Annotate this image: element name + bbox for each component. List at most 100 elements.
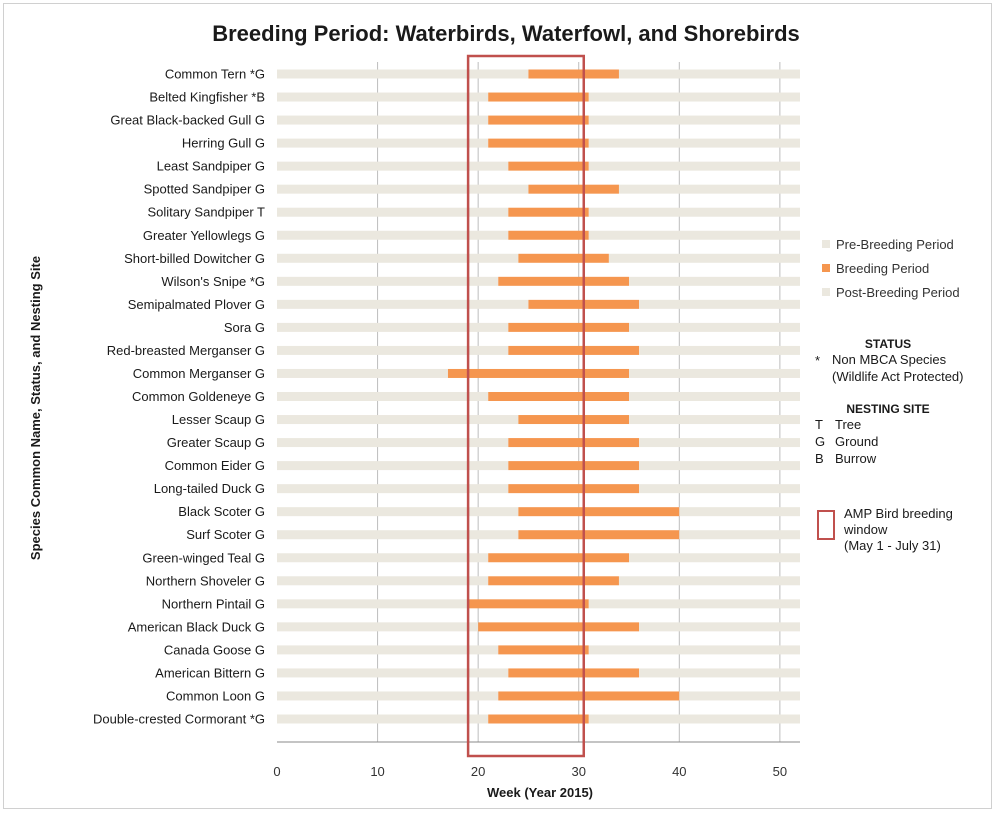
y-axis-title: Species Common Name, Status, and Nesting… xyxy=(28,256,43,560)
amp-key-line-2: window xyxy=(843,522,888,537)
category-label: Sora G xyxy=(224,320,265,335)
post-breeding-bar xyxy=(639,346,800,355)
category-label: Surf Scoter G xyxy=(186,527,265,542)
post-breeding-bar xyxy=(639,438,800,447)
post-breeding-bar xyxy=(629,553,800,562)
breeding-bar xyxy=(498,691,679,700)
post-breeding-bar xyxy=(589,116,800,125)
post-breeding-bar xyxy=(629,323,800,332)
post-breeding-bar xyxy=(589,208,800,217)
legend-swatch-breeding xyxy=(822,264,830,272)
post-breeding-bar xyxy=(639,484,800,493)
pre-breeding-bar xyxy=(277,484,508,493)
category-label: Double-crested Cormorant *G xyxy=(93,712,265,727)
category-label: Northern Pintail G xyxy=(162,596,265,611)
breeding-bar xyxy=(488,139,589,148)
category-label: Spotted Sandpiper G xyxy=(144,182,265,197)
post-breeding-bar xyxy=(609,254,800,263)
post-breeding-bar xyxy=(679,530,800,539)
pre-breeding-bar xyxy=(277,162,508,171)
x-tick-label: 20 xyxy=(471,764,485,779)
post-breeding-bar xyxy=(679,507,800,516)
pre-breeding-bar xyxy=(277,691,498,700)
breeding-bar xyxy=(518,415,629,424)
pre-breeding-bar xyxy=(277,645,498,654)
category-label: Belted Kingfisher *B xyxy=(149,90,265,105)
nesting-heading: NESTING SITE xyxy=(846,402,929,416)
legend: Pre-Breeding Period Breeding Period Post… xyxy=(822,237,960,300)
nesting-site-key: NESTING SITE T Tree G Ground B Burrow xyxy=(815,402,930,466)
breeding-bar xyxy=(518,254,609,263)
legend-label-breeding: Breeding Period xyxy=(836,261,929,276)
amp-window-key: AMP Bird breeding window (May 1 - July 3… xyxy=(818,506,953,553)
nesting-code-ground: G xyxy=(815,434,825,449)
amp-window-swatch xyxy=(818,511,834,539)
pre-breeding-bar xyxy=(277,369,448,378)
post-breeding-bar xyxy=(619,576,800,585)
post-breeding-bar xyxy=(629,415,800,424)
pre-breeding-bar xyxy=(277,599,468,608)
post-breeding-bar xyxy=(589,715,800,724)
post-breeding-bar xyxy=(589,139,800,148)
pre-breeding-bar xyxy=(277,185,528,194)
category-label: Wilson's Snipe *G xyxy=(161,274,265,289)
breeding-bar xyxy=(488,392,629,401)
status-line-1: Non MBCA Species xyxy=(832,352,947,367)
amp-key-line-1: AMP Bird breeding xyxy=(844,506,953,521)
category-label: Lesser Scaup G xyxy=(172,412,265,427)
pre-breeding-bar xyxy=(277,300,528,309)
breeding-bar xyxy=(508,438,639,447)
category-label: Common Loon G xyxy=(166,688,265,703)
category-label: Herring Gull G xyxy=(182,136,265,151)
nesting-label-tree: Tree xyxy=(835,417,861,432)
pre-breeding-bar xyxy=(277,254,518,263)
pre-breeding-bar xyxy=(277,668,508,677)
breeding-bar xyxy=(498,277,629,286)
post-breeding-bar xyxy=(639,622,800,631)
breeding-bar xyxy=(528,185,619,194)
pre-breeding-bar xyxy=(277,277,498,286)
nesting-code-burrow: B xyxy=(815,451,824,466)
breeding-bar xyxy=(528,70,619,79)
post-breeding-bar xyxy=(589,162,800,171)
category-label: Common Goldeneye G xyxy=(132,389,265,404)
breeding-bar xyxy=(488,93,589,102)
category-label: Long-tailed Duck G xyxy=(154,481,265,496)
legend-label-pre-breeding: Pre-Breeding Period xyxy=(836,237,954,252)
category-label: Green-winged Teal G xyxy=(142,550,265,565)
breeding-bar xyxy=(488,715,589,724)
pre-breeding-bar xyxy=(277,139,488,148)
pre-breeding-bar xyxy=(277,346,508,355)
category-label: Least Sandpiper G xyxy=(157,159,265,174)
breeding-bar xyxy=(448,369,629,378)
breeding-bar xyxy=(498,645,589,654)
category-label: Northern Shoveler G xyxy=(146,573,265,588)
legend-swatch-pre-breeding xyxy=(822,240,830,248)
breeding-bar xyxy=(468,599,589,608)
breeding-bar xyxy=(508,461,639,470)
pre-breeding-bar xyxy=(277,392,488,401)
post-breeding-bar xyxy=(589,93,800,102)
category-label: Red-breasted Merganser G xyxy=(107,343,265,358)
status-symbol: * xyxy=(815,353,820,368)
breeding-bar xyxy=(518,530,679,539)
breeding-bar xyxy=(508,346,639,355)
status-line-2: (Wildlife Act Protected) xyxy=(832,369,964,384)
category-label: Greater Yellowlegs G xyxy=(143,228,265,243)
bar-series xyxy=(277,70,800,724)
pre-breeding-bar xyxy=(277,208,508,217)
post-breeding-bar xyxy=(629,277,800,286)
breeding-bar xyxy=(488,576,619,585)
post-breeding-bar xyxy=(639,300,800,309)
pre-breeding-bar xyxy=(277,415,518,424)
pre-breeding-bar xyxy=(277,231,508,240)
category-label: American Bittern G xyxy=(155,665,265,680)
pre-breeding-bar xyxy=(277,530,518,539)
post-breeding-bar xyxy=(629,392,800,401)
post-breeding-bar xyxy=(619,185,800,194)
post-breeding-bar xyxy=(589,645,800,654)
breeding-bar xyxy=(488,116,589,125)
x-tick-label: 0 xyxy=(273,764,280,779)
legend-swatch-post-breeding xyxy=(822,288,830,296)
